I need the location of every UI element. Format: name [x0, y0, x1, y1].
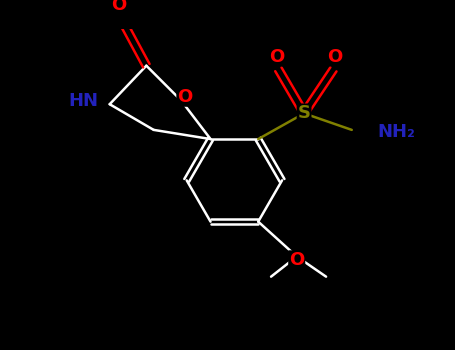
Text: O: O — [269, 48, 284, 65]
Text: O: O — [289, 251, 304, 269]
Text: O: O — [328, 48, 343, 65]
Text: O: O — [111, 0, 126, 14]
Text: S: S — [298, 104, 311, 122]
Text: NH₂: NH₂ — [378, 123, 415, 141]
Text: HN: HN — [69, 92, 99, 110]
Text: O: O — [177, 88, 192, 106]
